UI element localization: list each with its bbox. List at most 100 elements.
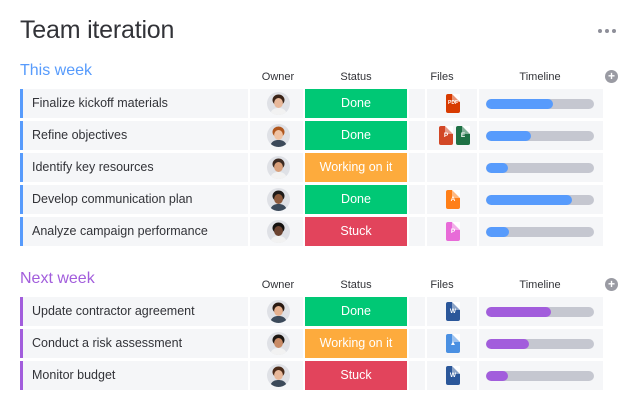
column-header-timeline[interactable]: Timeline <box>519 279 561 291</box>
cell-background <box>20 361 248 390</box>
cell-background <box>20 185 248 214</box>
owner-avatar[interactable] <box>267 124 290 147</box>
column-header-files[interactable]: Files <box>430 279 454 291</box>
table-row[interactable]: Analyze campaign performance Stuck P <box>20 217 603 246</box>
timeline-bar[interactable] <box>486 163 594 173</box>
group-color-bar <box>20 297 23 326</box>
table-row[interactable]: Conduct a risk assessment Working on it ▲ <box>20 329 603 358</box>
group-color-bar <box>20 361 23 390</box>
cell-background <box>409 361 425 390</box>
page-title: Team iteration <box>20 16 175 44</box>
status-badge[interactable]: Done <box>305 121 407 150</box>
ai-file-icon[interactable]: A <box>446 190 460 209</box>
group-title[interactable]: This week <box>20 62 93 79</box>
column-header-timeline[interactable]: Timeline <box>519 71 561 83</box>
add-column-button[interactable]: + <box>605 70 618 83</box>
files-cell[interactable]: W <box>427 297 477 326</box>
doc-file-icon[interactable]: W <box>446 366 460 385</box>
status-badge[interactable]: Stuck <box>305 217 407 246</box>
timeline-progress <box>486 227 509 237</box>
column-header-status[interactable]: Status <box>340 279 372 291</box>
table-row[interactable]: Develop communication plan Done A <box>20 185 603 214</box>
group-title[interactable]: Next week <box>20 270 95 287</box>
timeline-bar[interactable] <box>486 195 594 205</box>
cell-background <box>409 153 425 182</box>
image-file-icon[interactable]: ▲ <box>446 334 460 353</box>
cell-background <box>409 297 425 326</box>
ppt-file-icon[interactable]: P <box>439 126 453 145</box>
files-cell[interactable]: W <box>427 361 477 390</box>
status-badge[interactable]: Stuck <box>305 361 407 390</box>
owner-avatar[interactable] <box>267 188 290 211</box>
ppt-file-icon[interactable]: P <box>446 222 460 241</box>
table-row[interactable]: Monitor budget Stuck W <box>20 361 603 390</box>
timeline-bar[interactable] <box>486 339 594 349</box>
group-color-bar <box>20 329 23 358</box>
status-badge[interactable]: Done <box>305 297 407 326</box>
cell-background <box>409 185 425 214</box>
table-row[interactable]: Update contractor agreement Done W <box>20 297 603 326</box>
cell-background <box>20 297 248 326</box>
item-name[interactable]: Update contractor agreement <box>32 304 195 318</box>
group-color-bar <box>20 89 23 118</box>
cell-background <box>409 217 425 246</box>
cell-background <box>20 89 248 118</box>
timeline-progress <box>486 371 508 381</box>
column-header-owner[interactable]: Owner <box>261 71 295 83</box>
status-badge[interactable]: Working on it <box>305 329 407 358</box>
more-options-icon[interactable] <box>598 26 620 36</box>
timeline-progress <box>486 195 572 205</box>
files-cell[interactable]: P <box>427 217 477 246</box>
owner-avatar[interactable] <box>267 92 290 115</box>
pdf-file-icon[interactable]: PDF <box>446 94 460 113</box>
column-header-files[interactable]: Files <box>430 71 454 83</box>
cell-background <box>20 217 248 246</box>
cell-background <box>427 153 477 182</box>
status-badge[interactable]: Done <box>305 89 407 118</box>
group-next-week: Next week Owner Status Files Timeline + Update… <box>0 270 630 393</box>
doc-file-icon[interactable]: W <box>446 302 460 321</box>
xls-file-icon[interactable]: E <box>456 126 470 145</box>
item-name[interactable]: Analyze campaign performance <box>32 224 208 238</box>
cell-background <box>409 89 425 118</box>
owner-avatar[interactable] <box>267 220 290 243</box>
column-header-status[interactable]: Status <box>340 71 372 83</box>
timeline-bar[interactable] <box>486 131 594 141</box>
status-badge[interactable]: Done <box>305 185 407 214</box>
cell-background <box>20 121 248 150</box>
table-row[interactable]: Finalize kickoff materials Done PDF <box>20 89 603 118</box>
files-cell[interactable]: A <box>427 185 477 214</box>
group-color-bar <box>20 121 23 150</box>
status-badge[interactable]: Working on it <box>305 153 407 182</box>
timeline-bar[interactable] <box>486 371 594 381</box>
item-name[interactable]: Identify key resources <box>32 160 154 174</box>
files-cell[interactable] <box>427 153 477 182</box>
add-column-button[interactable]: + <box>605 278 618 291</box>
cell-background <box>409 329 425 358</box>
timeline-progress <box>486 163 508 173</box>
owner-avatar[interactable] <box>267 300 290 323</box>
group-color-bar <box>20 185 23 214</box>
group-color-bar <box>20 153 23 182</box>
table-row[interactable]: Identify key resources Working on it <box>20 153 603 182</box>
timeline-progress <box>486 307 551 317</box>
item-name[interactable]: Finalize kickoff materials <box>32 96 168 110</box>
files-cell[interactable]: ▲ <box>427 329 477 358</box>
item-name[interactable]: Develop communication plan <box>32 192 193 206</box>
group-color-bar <box>20 217 23 246</box>
files-cell[interactable]: PDF <box>427 89 477 118</box>
item-name[interactable]: Conduct a risk assessment <box>32 336 183 350</box>
timeline-bar[interactable] <box>486 307 594 317</box>
owner-avatar[interactable] <box>267 364 290 387</box>
timeline-bar[interactable] <box>486 227 594 237</box>
cell-background <box>409 121 425 150</box>
group-this-week: This week Owner Status Files Timeline + Finali… <box>0 62 630 249</box>
owner-avatar[interactable] <box>267 156 290 179</box>
timeline-bar[interactable] <box>486 99 594 109</box>
item-name[interactable]: Refine objectives <box>32 128 128 142</box>
column-header-owner[interactable]: Owner <box>261 279 295 291</box>
owner-avatar[interactable] <box>267 332 290 355</box>
table-row[interactable]: Refine objectives Done P E <box>20 121 603 150</box>
item-name[interactable]: Monitor budget <box>32 368 116 382</box>
